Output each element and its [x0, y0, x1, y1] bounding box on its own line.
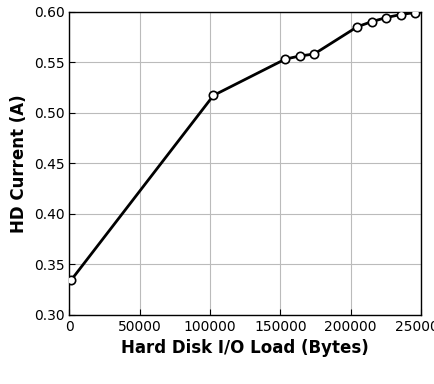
Y-axis label: HD Current (A): HD Current (A)	[10, 94, 28, 233]
X-axis label: Hard Disk I/O Load (Bytes): Hard Disk I/O Load (Bytes)	[122, 339, 369, 357]
